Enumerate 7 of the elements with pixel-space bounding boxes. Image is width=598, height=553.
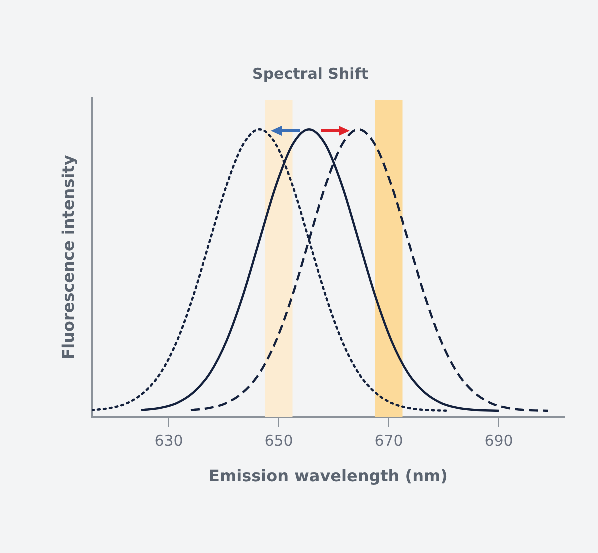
x-axis-title: Emission wavelength (nm)	[209, 466, 448, 486]
x-tick-label: 650	[264, 432, 294, 450]
x-tick-label: 630	[154, 432, 184, 450]
x-tick-label: 670	[374, 432, 404, 450]
chart-title: Spectral Shift	[252, 64, 368, 83]
x-tick-label: 690	[484, 432, 514, 450]
y-axis-title: Fluorescence intensity	[58, 154, 78, 360]
